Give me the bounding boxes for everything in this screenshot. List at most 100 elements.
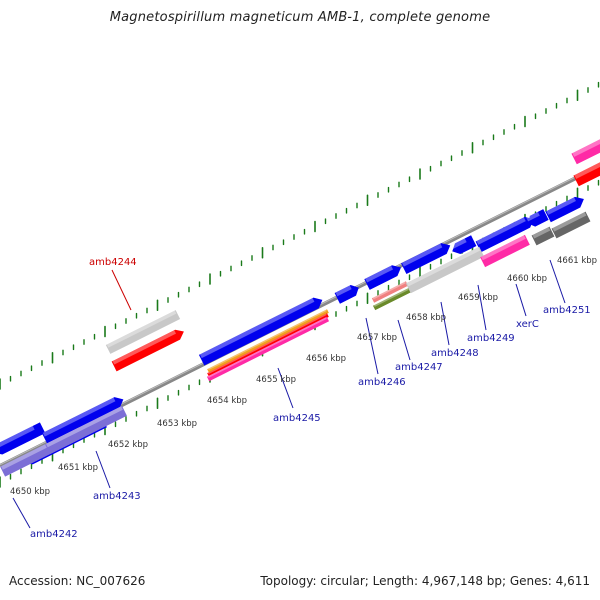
pink-track-gloss bbox=[372, 281, 406, 300]
dark-grey-b-gloss bbox=[552, 212, 587, 232]
kbp-label: 4656 kbp bbox=[306, 354, 346, 364]
cds-amb4248 bbox=[401, 243, 451, 274]
kbp-label: 4659 kbp bbox=[458, 293, 498, 303]
leader-amb4246 bbox=[365, 317, 379, 375]
gene-label-amb4248: amb4248 bbox=[431, 348, 479, 359]
accession-label: Accession: NC_007626 bbox=[9, 574, 146, 588]
leader-amb4249 bbox=[477, 284, 487, 331]
grey-track-gloss bbox=[406, 247, 481, 287]
olive-track bbox=[372, 287, 412, 311]
gene-features bbox=[0, 135, 600, 477]
amb4244-grey-shape bbox=[105, 310, 181, 354]
dark-grey-a bbox=[531, 226, 555, 246]
cds-left-b-gloss bbox=[0, 425, 35, 451]
cds-amb4251-b-shape bbox=[545, 196, 584, 223]
cds-amb4246-shape bbox=[334, 284, 359, 304]
orange-track bbox=[207, 309, 329, 373]
dark-grey-b-shape bbox=[551, 211, 591, 239]
cds-amb4245-shape bbox=[198, 297, 323, 366]
cds-amb4249-a-gloss bbox=[450, 238, 467, 250]
cds-amb4249-a-shape bbox=[452, 235, 477, 255]
cds-xerC bbox=[475, 216, 534, 253]
gene-label-amb4249: amb4249 bbox=[467, 333, 515, 344]
genome-summary: Topology: circular; Length: 4,967,148 bp… bbox=[260, 574, 590, 588]
gene-label-amb4246: amb4246 bbox=[358, 377, 406, 388]
dark-grey-a-gloss bbox=[532, 227, 551, 239]
cds-left-b bbox=[0, 422, 46, 455]
lavender-b-shape bbox=[45, 405, 127, 455]
cds-amb4247 bbox=[364, 265, 401, 290]
magenta-track-shape bbox=[206, 316, 330, 382]
gene-label-amb4251: amb4251 bbox=[543, 305, 591, 316]
magenta-topright bbox=[571, 135, 600, 165]
red-track bbox=[207, 313, 329, 377]
lavender-b bbox=[45, 405, 127, 455]
gene-label-xerC: xerC bbox=[516, 319, 539, 330]
magenta-xerC bbox=[480, 234, 530, 268]
kbp-label: 4655 kbp bbox=[256, 375, 296, 385]
kbp-label: 4658 kbp bbox=[406, 313, 446, 323]
cds-amb4243-gloss bbox=[42, 397, 116, 437]
cds-amb4243-shape bbox=[41, 397, 124, 445]
labels: 4650 kbp 4651 kbp 4652 kbp 4653 kbp 4654 kbp… bbox=[10, 256, 597, 540]
grey-track bbox=[405, 246, 485, 294]
leader-amb4244 bbox=[111, 269, 132, 311]
cds-amb4251-a-shape bbox=[528, 209, 549, 227]
cds-amb4245 bbox=[198, 297, 323, 366]
amb4244-red bbox=[111, 329, 184, 372]
magenta-xerC-shape bbox=[480, 234, 530, 268]
gene-label-amb4247: amb4247 bbox=[395, 362, 443, 373]
kbp-label: 4652 kbp bbox=[108, 440, 148, 450]
kbp-label: 4661 kbp bbox=[557, 256, 597, 266]
leader-amb4251 bbox=[549, 259, 566, 304]
cds-amb4249-a bbox=[450, 235, 477, 255]
map-title: Magnetospirillum magneticum AMB-1, compl… bbox=[109, 10, 491, 25]
dark-grey-a-shape bbox=[531, 226, 555, 246]
cds-amb4247-gloss bbox=[365, 265, 394, 283]
lavender-b-gloss bbox=[45, 406, 123, 448]
amb4244-red-shape bbox=[111, 329, 184, 372]
gene-label-amb4242: amb4242 bbox=[30, 529, 78, 540]
cds-xerC-gloss bbox=[476, 217, 526, 245]
cds-amb4245-gloss bbox=[199, 298, 315, 359]
leader-amb4245 bbox=[277, 367, 294, 409]
cds-amb4251-b bbox=[545, 196, 584, 223]
red-track-shape bbox=[207, 313, 329, 377]
kbp-label: 4660 kbp bbox=[507, 274, 547, 284]
cds-amb4243 bbox=[41, 397, 124, 445]
leader-amb4242 bbox=[12, 497, 31, 529]
cds-amb4251-a-gloss bbox=[526, 211, 540, 222]
kbp-label: 4654 kbp bbox=[207, 396, 247, 406]
magenta-track-gloss bbox=[207, 317, 327, 378]
pink-track bbox=[371, 281, 409, 303]
cds-left-b-shape bbox=[0, 422, 46, 455]
leader-amb4247 bbox=[397, 319, 411, 361]
amb4244-grey-gloss bbox=[106, 310, 177, 348]
orange-track-shape bbox=[207, 309, 329, 373]
cds-amb4251-a bbox=[526, 209, 549, 227]
red-topright bbox=[573, 157, 600, 187]
red-topright-shape bbox=[573, 157, 600, 187]
magenta-topright-gloss bbox=[572, 136, 600, 157]
leader-xerC bbox=[515, 283, 527, 317]
kbp-label: 4651 kbp bbox=[58, 463, 98, 473]
cds-amb4246-gloss bbox=[335, 285, 352, 297]
cds-amb4251-b-gloss bbox=[546, 197, 576, 215]
magenta-xerC-gloss bbox=[481, 235, 526, 261]
dark-grey-b bbox=[551, 211, 591, 239]
orange-track-gloss bbox=[208, 309, 327, 370]
leader-amb4248 bbox=[440, 301, 450, 346]
cds-amb4248-gloss bbox=[401, 243, 443, 267]
olive-track-shape bbox=[372, 287, 412, 311]
cds-amb4246 bbox=[334, 284, 359, 304]
amb4244-grey bbox=[105, 310, 181, 354]
outer-tick-row bbox=[0, 81, 600, 390]
kbp-label: 4657 kbp bbox=[357, 333, 397, 343]
label-leaders bbox=[12, 259, 566, 529]
pink-track-shape bbox=[371, 281, 409, 303]
amb4244-red-gloss bbox=[112, 330, 176, 365]
gene-label-amb4245: amb4245 bbox=[273, 413, 321, 424]
gene-label-amb4243: amb4243 bbox=[93, 491, 141, 502]
cds-xerC-shape bbox=[475, 216, 534, 253]
